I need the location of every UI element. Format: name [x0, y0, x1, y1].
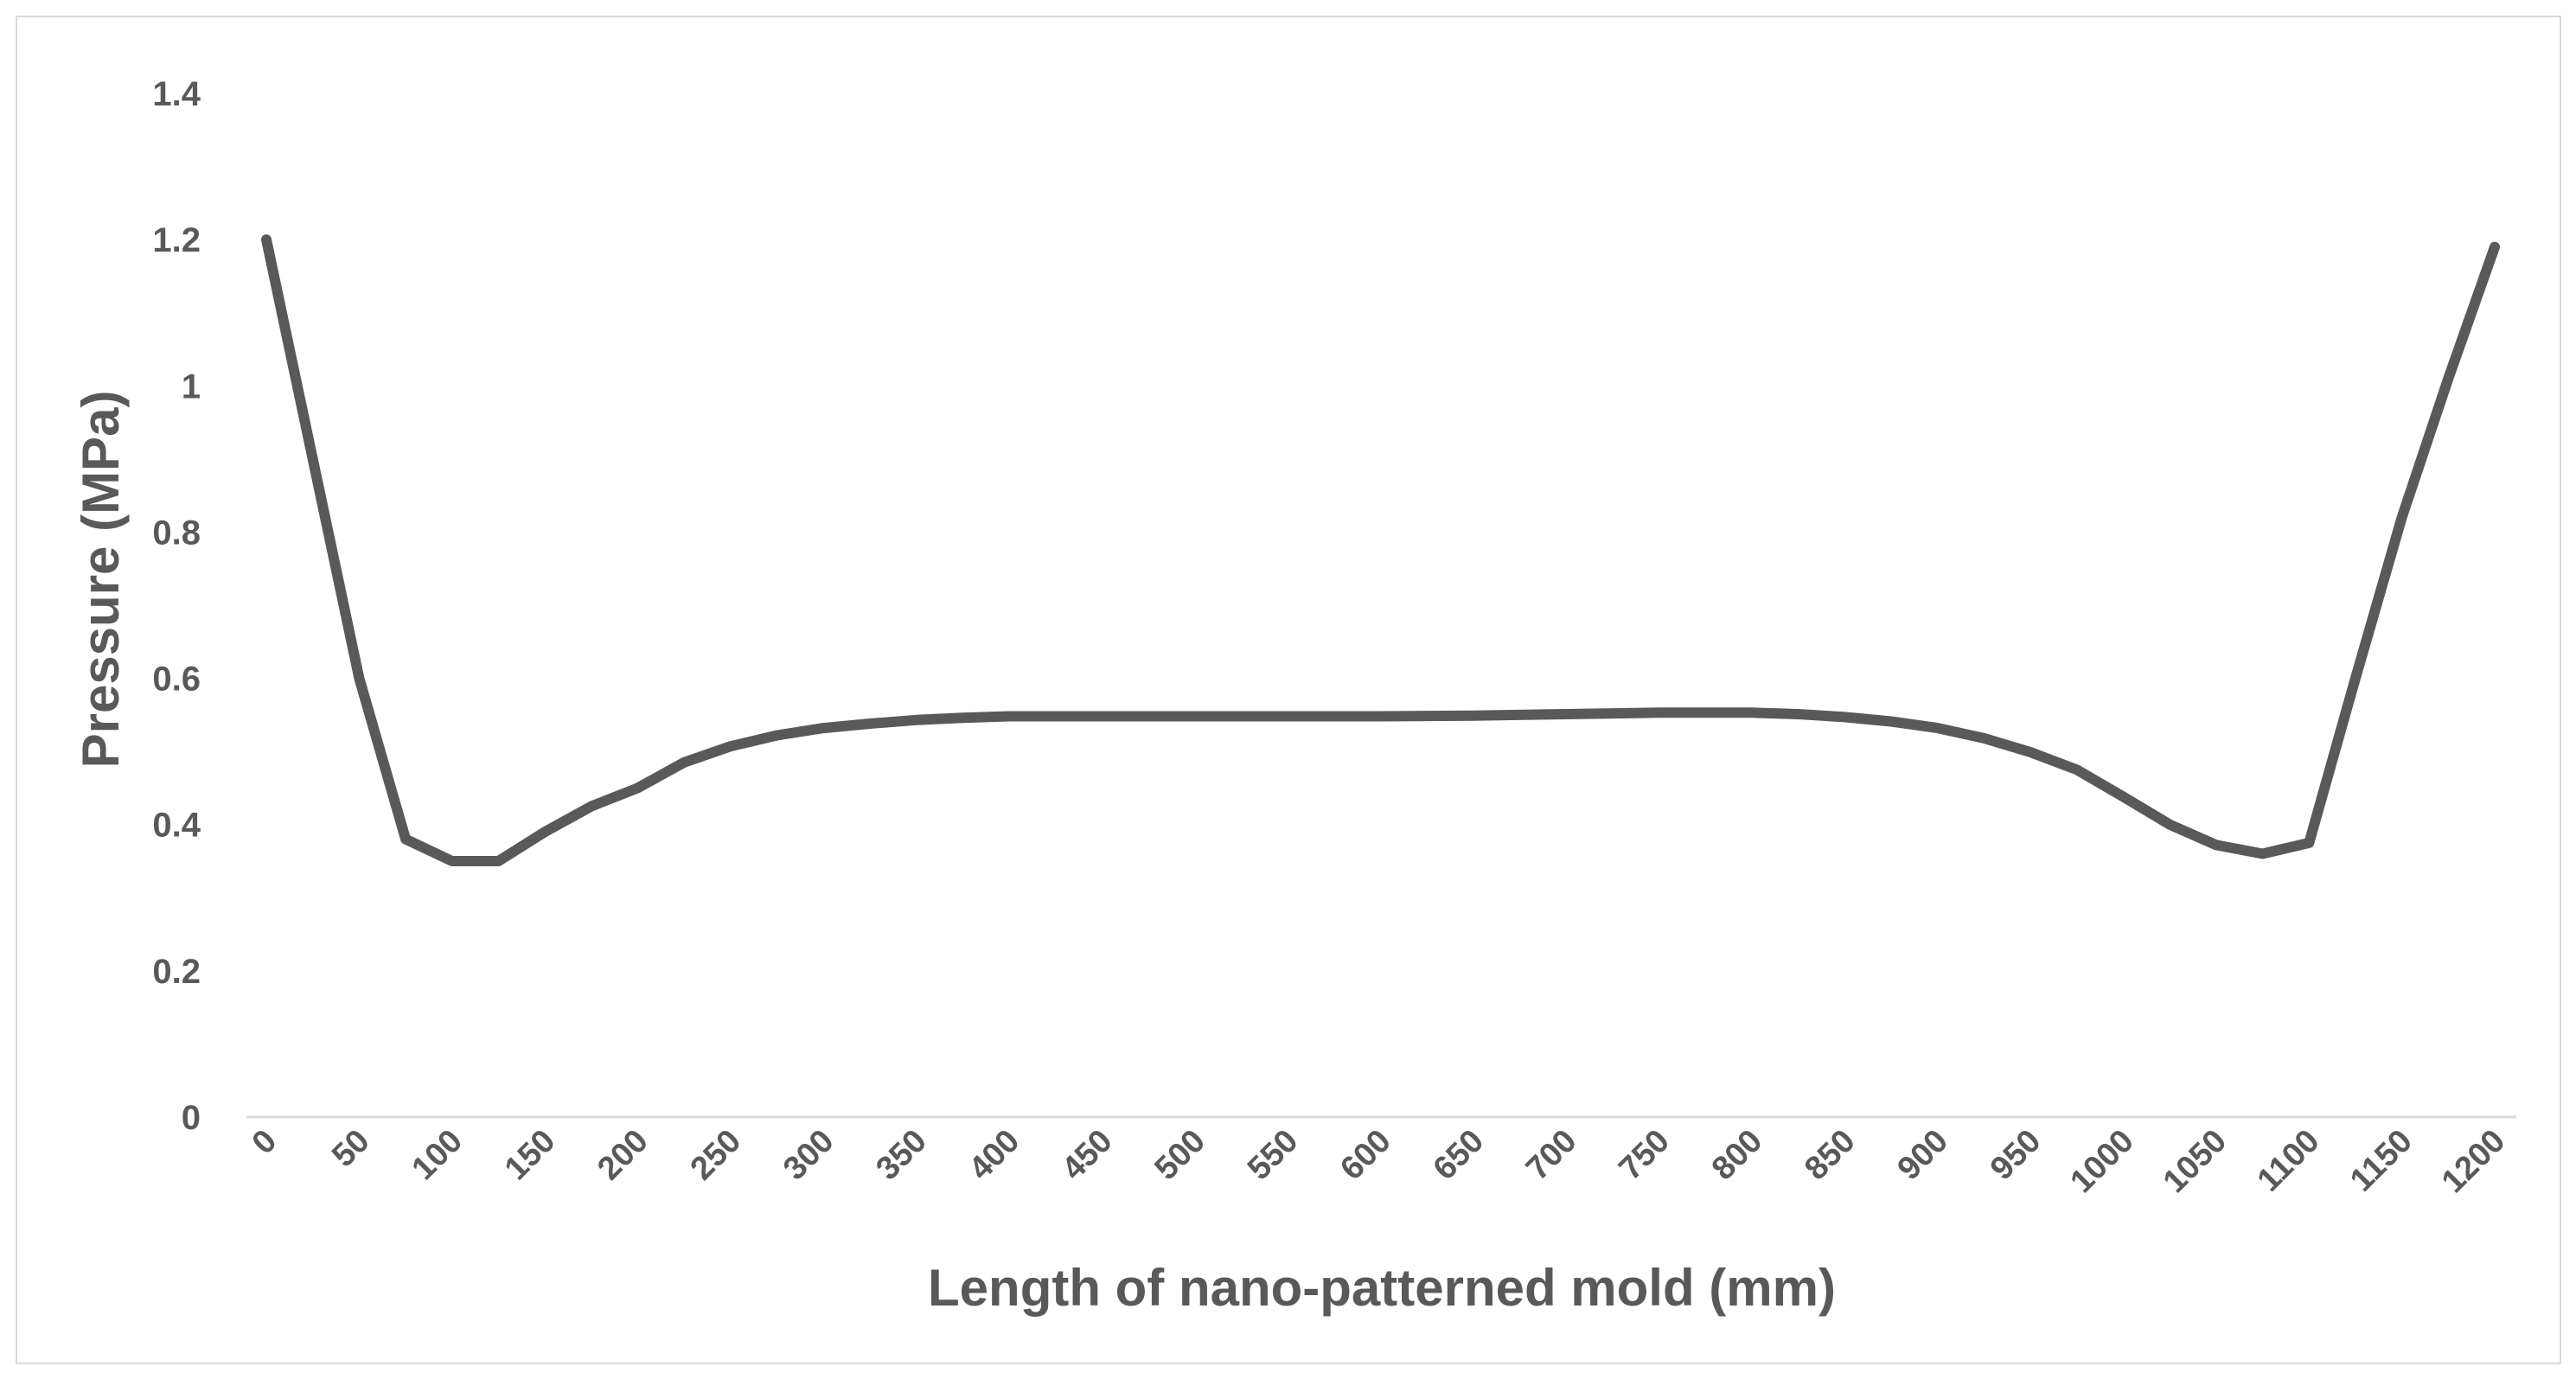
x-axis-title: Length of nano-patterned mold (mm)	[928, 1259, 1836, 1317]
y-tick-label: 1.4	[152, 75, 201, 113]
x-tick-label: 200	[591, 1123, 655, 1188]
x-tick-label: 500	[1148, 1123, 1213, 1188]
y-tick-label: 1	[182, 367, 201, 405]
x-tick-label: 0	[246, 1123, 284, 1162]
x-tick-label: 750	[1612, 1123, 1677, 1188]
x-tick-label: 300	[777, 1123, 841, 1188]
pressure-series-line	[261, 234, 2500, 866]
x-tick-label: 1150	[2343, 1123, 2419, 1199]
x-tick-label: 150	[498, 1123, 563, 1188]
y-axis-ticks: 0 0.2 0.4 0.6 0.8 1 1.2 1.4	[152, 75, 201, 1137]
y-tick-label: 0.2	[152, 953, 201, 991]
y-tick-label: 0	[182, 1099, 201, 1137]
y-tick-label: 0.8	[152, 514, 201, 552]
x-tick-label: 900	[1891, 1123, 1956, 1188]
y-tick-label: 0.4	[152, 807, 201, 845]
x-tick-label: 600	[1333, 1123, 1398, 1188]
x-tick-label: 550	[1241, 1123, 1306, 1188]
x-tick-label: 450	[1055, 1123, 1120, 1188]
x-tick-label: 1050	[2157, 1123, 2234, 1200]
x-tick-label: 350	[869, 1123, 934, 1188]
x-tick-label: 50	[325, 1123, 377, 1175]
chart-frame	[16, 16, 2561, 1364]
x-tick-label: 1000	[2063, 1123, 2140, 1200]
x-tick-label: 1200	[2435, 1123, 2512, 1200]
y-tick-label: 0.6	[152, 661, 201, 699]
x-tick-label: 1100	[2251, 1123, 2327, 1199]
x-tick-label: 700	[1519, 1123, 1584, 1188]
x-tick-label: 850	[1798, 1123, 1863, 1188]
x-tick-label: 650	[1427, 1123, 1492, 1188]
x-tick-label: 800	[1705, 1123, 1770, 1188]
x-tick-label: 400	[962, 1123, 1027, 1188]
x-tick-label: 950	[1984, 1123, 2049, 1188]
x-tick-label: 100	[406, 1123, 470, 1188]
y-tick-label: 1.2	[152, 221, 201, 259]
y-axis-title: Pressure (MPa)	[72, 391, 130, 769]
x-axis-ticks: 0 50 100 150 200 250 300 350 400 450 500 550 600 650 7…	[246, 1123, 2513, 1200]
x-tick-label: 250	[684, 1123, 749, 1188]
